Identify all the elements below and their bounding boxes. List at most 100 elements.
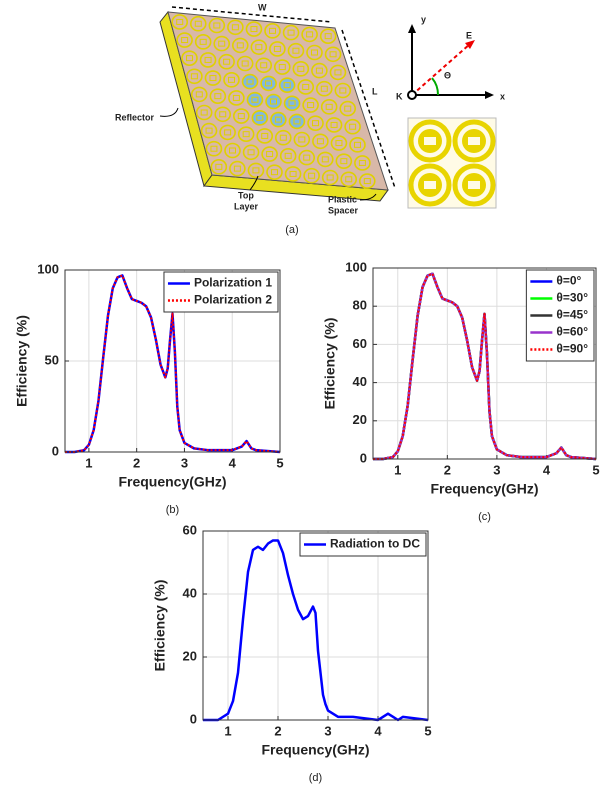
- unit-cell: [307, 115, 324, 131]
- legend: Polarization 1 Polarization 2: [163, 271, 279, 313]
- unit-cell: [340, 171, 358, 188]
- plot-frame: [64, 269, 281, 453]
- unit-cell-core: [213, 22, 221, 29]
- caption: (a): [285, 224, 298, 236]
- unit-cell-core: [307, 102, 315, 109]
- legend: θ=0° θ=30° θ=45° θ=60° θ=90°: [525, 269, 595, 362]
- unit-cell: [334, 82, 352, 99]
- plot-frame: [202, 530, 429, 721]
- unit-cell-core: [255, 44, 263, 51]
- legend-label: θ=45°: [556, 308, 588, 322]
- unit-cell-core: [229, 147, 236, 154]
- x-tick-label: 3: [324, 723, 331, 738]
- unit-cell: [229, 160, 246, 177]
- unit-cell: [213, 35, 231, 52]
- e-field-arrow: [411, 43, 471, 96]
- unit-cell: [265, 93, 282, 110]
- series-line: [65, 274, 281, 453]
- unit-cell: [255, 57, 273, 74]
- unit-cell: [246, 91, 264, 108]
- unit-cell: [315, 80, 333, 97]
- unit-cell-core: [210, 145, 218, 152]
- unit-cell-core: [320, 85, 328, 92]
- unit-cell-core: [339, 87, 347, 94]
- unit-cell-core: [289, 170, 297, 177]
- unit-cell-core: [246, 78, 254, 85]
- unit-cell-core: [293, 118, 301, 125]
- unit-cell-core: [315, 67, 323, 74]
- unit-cell-core: [273, 45, 281, 52]
- y-tick-label: 0: [190, 711, 197, 726]
- spacer-label: Plastic: [328, 194, 357, 204]
- y-tick-label: 0: [360, 450, 367, 465]
- legend-label: θ=0°: [556, 274, 581, 288]
- unit-cell-core: [358, 159, 366, 166]
- unit-cell-core: [261, 132, 269, 139]
- unit-cell-core: [237, 113, 245, 120]
- unit-cell: [312, 133, 329, 150]
- series-line: [203, 539, 429, 722]
- caption: (b): [166, 504, 179, 516]
- unit-cell: [358, 173, 376, 189]
- unit-cell: [231, 37, 249, 54]
- unit-cell-core: [312, 120, 319, 127]
- unit-cell: [250, 39, 268, 55]
- unit-cell: [293, 131, 311, 148]
- y-tick-label: 100: [37, 261, 59, 276]
- unit-cell: [283, 95, 301, 112]
- unit-cell: [227, 19, 244, 36]
- y-tick-label: 40: [183, 585, 197, 600]
- legend-box: [299, 532, 427, 557]
- unit-cell: [218, 53, 235, 70]
- unit-cell-core: [345, 176, 353, 183]
- unit-cell: [335, 153, 353, 169]
- y-axis-title: Efficiency (%): [14, 315, 30, 407]
- unit-cell-core: [209, 75, 217, 82]
- unit-cell: [320, 99, 338, 115]
- unit-cell-core: [306, 31, 314, 38]
- unit-cell-core: [278, 64, 286, 71]
- unit-cell: [306, 44, 323, 61]
- unit-cell-core: [199, 38, 207, 45]
- plot-frame: [372, 267, 597, 460]
- unit-cell: [282, 24, 300, 41]
- x-tick-label: 3: [493, 462, 500, 477]
- unit-cell-core: [292, 47, 300, 54]
- unit-cell-core: [363, 178, 371, 185]
- unit-cell: [303, 167, 320, 184]
- unit-cell-core: [241, 60, 249, 67]
- unit-cell-core: [354, 141, 361, 148]
- unit-cell-core: [224, 129, 232, 136]
- unit-cell-core: [233, 165, 241, 172]
- unit-cell-core: [298, 136, 306, 143]
- unit-cell-core: [252, 167, 260, 174]
- top-layer-label: Top: [238, 190, 254, 200]
- unit-cell: [176, 32, 193, 48]
- unit-cell-core: [231, 24, 239, 31]
- x-tick-label: 2: [133, 455, 140, 470]
- unit-cell: [247, 162, 265, 179]
- unit-cell-core: [232, 94, 240, 101]
- unit-cell: [344, 118, 361, 135]
- legend: Radiation to DC: [299, 532, 427, 557]
- unit-cell: [279, 148, 297, 164]
- y-tick-label: 50: [45, 352, 59, 367]
- slot: [468, 137, 480, 145]
- line-chart: 1 2 3 4 5 0 20 40 60 Frequency(GHz) Efficiency (%)…: [152, 522, 432, 783]
- unit-cell-core: [344, 105, 352, 112]
- legend-label: θ=30°: [556, 291, 588, 305]
- pointer: [359, 193, 377, 201]
- unit-cell: [266, 164, 283, 180]
- unit-cell-core: [251, 96, 259, 103]
- unit-cell-core: [283, 82, 291, 89]
- unit-cell-core: [242, 131, 250, 138]
- unit-cell-core: [250, 26, 258, 33]
- angle-arc: [431, 77, 440, 96]
- x-tick-label: 5: [276, 455, 283, 470]
- unit-cell-core: [186, 55, 193, 62]
- unit-cell: [210, 159, 228, 175]
- unit-cell-core: [218, 40, 226, 47]
- unit-cell: [349, 137, 366, 153]
- unit-cell-core: [284, 152, 292, 159]
